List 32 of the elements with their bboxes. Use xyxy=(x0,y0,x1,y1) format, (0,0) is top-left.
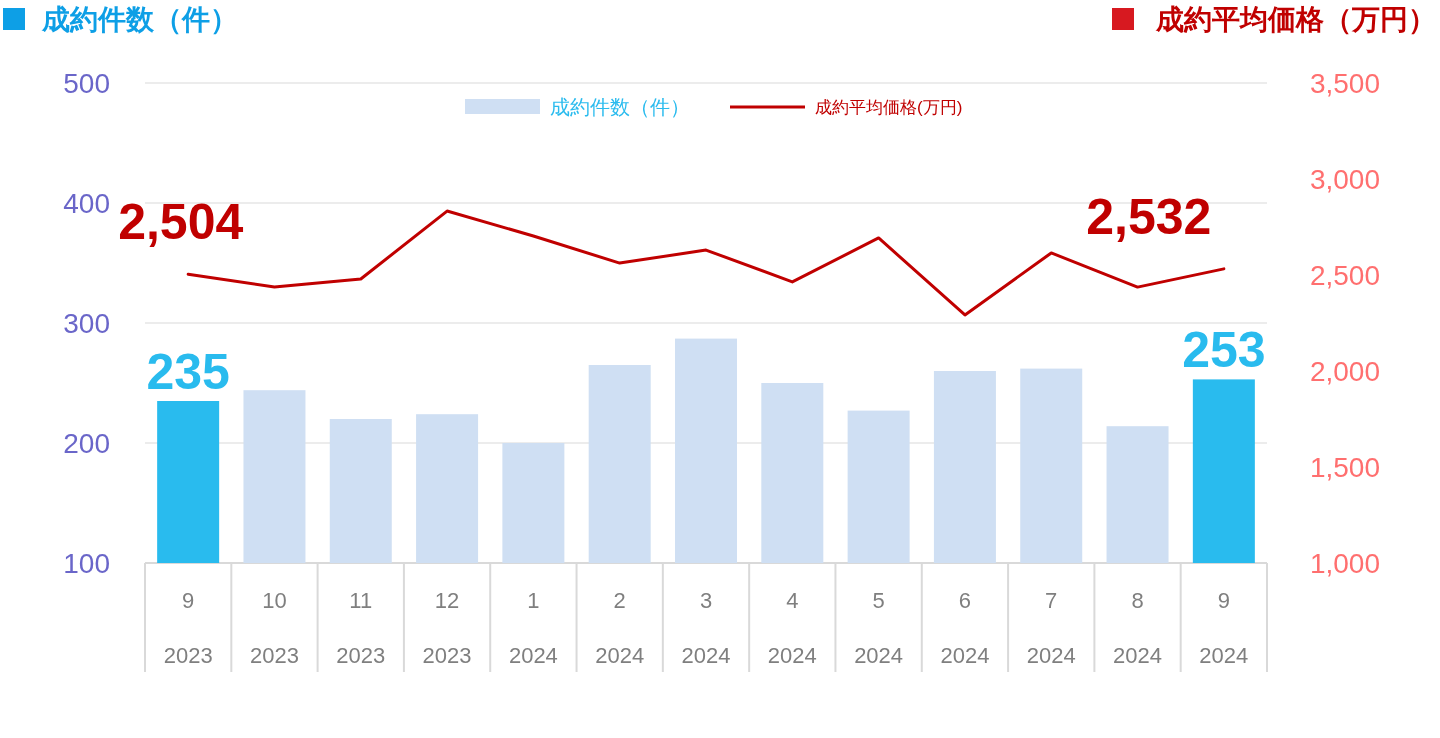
category-label: 9 2024 xyxy=(1199,588,1249,668)
y2-tick-label: 2,500 xyxy=(1309,260,1380,291)
category-label: 5 2024 xyxy=(854,588,904,668)
category-label: 9 2023 xyxy=(163,588,213,668)
y2-tick-label: 1,500 xyxy=(1309,452,1380,483)
legend-label: 成約平均価格(万円) xyxy=(815,98,963,117)
category-label: 4 2024 xyxy=(767,588,817,668)
y-axis-title: 成約件数（件） xyxy=(41,4,238,35)
category-label: 2 2024 xyxy=(595,588,645,668)
data-label: 253 xyxy=(1182,322,1266,379)
category-label: 12 2023 xyxy=(422,588,472,668)
category-label: 1 2024 xyxy=(508,588,558,668)
y-tick-label: 300 xyxy=(63,308,110,339)
legend-label: 成約件数（件） xyxy=(550,96,690,118)
y2-axis-title: 成約平均価格（万円） xyxy=(1155,4,1436,35)
data-label: 235 xyxy=(146,344,230,400)
y2-tick-label: 1,000 xyxy=(1309,548,1380,579)
category-label: 10 2023 xyxy=(249,588,299,668)
category-label: 8 2024 xyxy=(1113,588,1163,668)
data-label: 2,504 xyxy=(118,194,244,251)
y2-tick-label: 2,000 xyxy=(1309,356,1380,387)
y2-tick-label: 3,000 xyxy=(1309,164,1380,195)
y-tick-label: 500 xyxy=(63,68,110,99)
y-tick-label: 200 xyxy=(63,428,110,459)
category-label: 3 2024 xyxy=(681,588,731,668)
category-label: 7 2024 xyxy=(1026,588,1076,668)
y-tick-label: 100 xyxy=(63,548,110,579)
category-label: 11 2023 xyxy=(336,588,386,668)
y-tick-label: 400 xyxy=(63,188,110,219)
y2-tick-label: 3,500 xyxy=(1309,68,1380,99)
data-label: 2,532 xyxy=(1086,188,1212,245)
category-label: 6 2024 xyxy=(940,588,990,668)
